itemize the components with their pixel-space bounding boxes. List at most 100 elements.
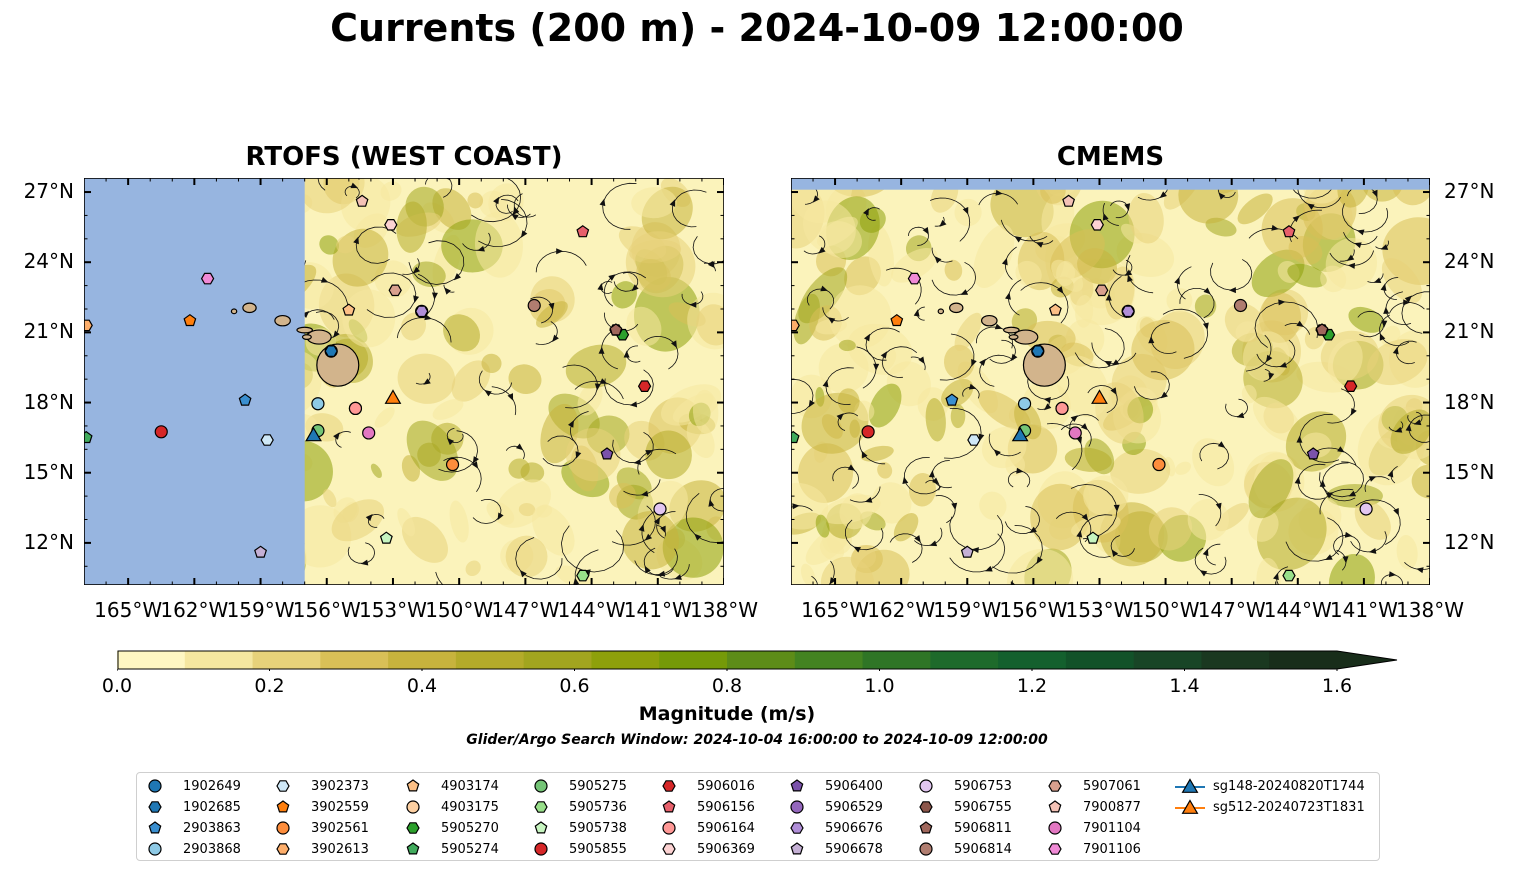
legend-marker-circle-icon	[534, 779, 548, 793]
float-marker-5905275	[534, 779, 548, 793]
float-marker-4903175	[406, 800, 420, 814]
legend-marker-hexagon-icon	[148, 801, 162, 813]
legend-item: 5906369	[661, 839, 755, 859]
float-marker-2903868	[148, 842, 162, 856]
float-marker-sg148-20240820T1744	[1181, 778, 1199, 793]
float-marker-5906016	[637, 380, 652, 392]
float-marker-7900877	[1062, 194, 1076, 207]
float-marker-4903174	[406, 779, 420, 792]
float-marker-5905738	[534, 821, 548, 834]
legend-label: 3902613	[311, 841, 369, 857]
lon-tick-label: 141°W	[623, 598, 692, 622]
legend-marker-circle-icon	[919, 779, 933, 793]
legend-item: 5906814	[918, 839, 1012, 859]
float-marker-5905736	[534, 801, 548, 813]
float-marker-5906529	[790, 800, 804, 814]
lon-tick-label: 162°W	[160, 598, 229, 622]
lon-tick-label: 138°W	[690, 598, 758, 622]
float-marker-5906814	[527, 298, 541, 313]
float-marker-5906369	[662, 843, 676, 855]
legend-item: 5906678	[789, 839, 883, 859]
legend-item: 5905736	[533, 797, 627, 817]
legend-item: 3902613	[275, 839, 369, 859]
legend-item: 5906753	[918, 776, 1012, 796]
legend-label: 3902559	[311, 799, 369, 815]
float-marker-5906814	[1233, 298, 1248, 313]
float-marker-5906676	[790, 822, 804, 834]
legend-label: 5906164	[697, 820, 755, 836]
float-marker-3902561	[1152, 457, 1166, 472]
legend-label: 5906814	[954, 841, 1012, 857]
float-marker-1902649	[148, 779, 162, 793]
legend-label: 5906529	[825, 799, 883, 815]
float-marker-7900877	[1048, 800, 1062, 813]
float-marker-5907061	[1048, 780, 1062, 792]
float-marker-7901106	[907, 272, 922, 285]
legend-item: 5906164	[661, 818, 755, 838]
float-marker-5906678	[254, 545, 268, 558]
legend-label: 1902649	[183, 778, 241, 794]
float-marker-3902373	[260, 434, 274, 446]
legend-label: 2903868	[183, 841, 241, 857]
lon-tick-label: 165°W	[94, 598, 163, 622]
legend-marker-pentagon-icon	[148, 821, 162, 834]
legend-item: 7901104	[1047, 818, 1141, 838]
float-marker-2903868	[311, 397, 325, 411]
float-marker-3902559	[276, 800, 290, 813]
lon-tick-label: 138°W	[1396, 598, 1464, 622]
legend-marker-circle-icon	[148, 842, 162, 856]
colorbar-segment	[1201, 651, 1270, 669]
float-marker-3902373	[967, 434, 981, 446]
lon-tick-label: 147°W	[491, 598, 560, 622]
float-marker-sg148-20240820T1744	[1011, 426, 1029, 442]
legend-item: 5906676	[789, 818, 883, 838]
colorbar-segment	[455, 651, 525, 669]
legend-item: 3902559	[275, 797, 369, 817]
float-marker-5906400	[790, 779, 804, 792]
legend-marker-circle-icon	[276, 821, 290, 835]
legend-marker-circle-icon	[919, 842, 933, 856]
colorbar-segment	[659, 651, 728, 669]
legend-item: 4903174	[405, 776, 499, 796]
float-marker-5906676	[1121, 305, 1135, 318]
float-marker-7901106	[1048, 843, 1062, 855]
legend-marker-pentagon-icon	[1048, 800, 1062, 813]
legend-marker-hexagon-icon	[790, 822, 804, 834]
colorbar-segment	[523, 651, 592, 669]
legend-label: sg512-20240723T1831	[1213, 799, 1365, 815]
legend-label: 5905270	[441, 820, 499, 836]
colorbar-segment	[1269, 651, 1338, 669]
float-marker-3902561	[445, 457, 460, 472]
legend-marker-hexagon-icon	[276, 780, 290, 792]
legend-label: 5906753	[954, 778, 1012, 794]
legend-marker-circle-icon	[1048, 821, 1062, 835]
legend-item: 5906156	[661, 797, 755, 817]
legend-item: 2903863	[147, 818, 241, 838]
legend-item: 5907061	[1047, 776, 1141, 796]
float-marker-5906400	[1306, 447, 1320, 460]
float-marker-5905270	[406, 822, 420, 834]
colorbar-segment	[930, 651, 999, 669]
legend-label: 2903863	[183, 820, 241, 836]
lon-tick-label: 159°W	[933, 598, 1002, 622]
float-marker-2903863	[148, 821, 162, 834]
legend-marker-pentagon-icon	[406, 842, 420, 855]
legend-label: 3902373	[311, 778, 369, 794]
legend-marker-pentagon-icon	[276, 800, 290, 813]
float-marker-5907061	[388, 284, 402, 297]
colorbar-segment	[388, 651, 457, 669]
legend-label: 5906678	[825, 841, 883, 857]
lon-tick-label: 150°W	[425, 598, 494, 622]
colorbar-segment	[998, 651, 1067, 669]
float-marker-5906753	[1359, 502, 1373, 516]
colorbar-segment	[252, 651, 321, 669]
colorbar-segment	[117, 651, 186, 669]
legend-item: sg148-20240820T1744	[1175, 776, 1365, 796]
float-marker-3902559	[890, 313, 904, 327]
colorbar-label: Magnitude (m/s)	[638, 703, 816, 725]
legend-label: 5906156	[697, 799, 755, 815]
legend-marker-pentagon-icon	[534, 821, 548, 834]
colorbar-segment	[184, 651, 254, 669]
lat-tick-label: 15°N	[23, 459, 74, 484]
float-marker-7901104	[1068, 426, 1082, 440]
